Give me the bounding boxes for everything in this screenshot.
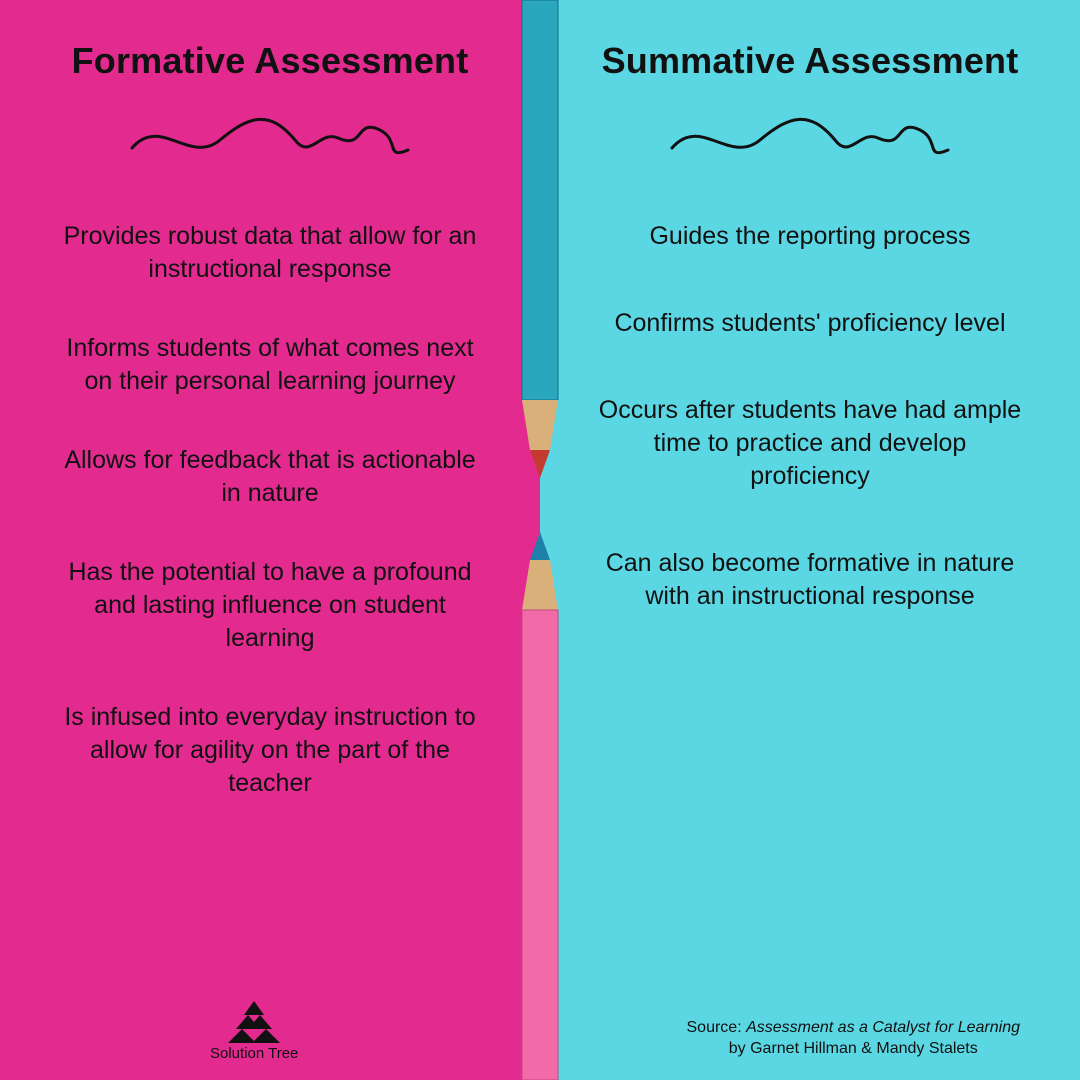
- right-point: Occurs after students have had ample tim…: [595, 394, 1025, 493]
- solution-tree-logo: Solution Tree: [210, 1001, 298, 1062]
- right-point: Can also become formative in nature with…: [595, 547, 1025, 613]
- left-point: Provides robust data that allow for an i…: [55, 220, 485, 286]
- infographic-canvas: Formative Assessment Provides robust dat…: [0, 0, 1080, 1080]
- right-points: Guides the reporting process Confirms st…: [585, 220, 1035, 667]
- source-prefix: Source:: [687, 1019, 747, 1036]
- source-book: Assessment as a Catalyst for Learning: [746, 1019, 1020, 1036]
- source-authors: by Garnet Hillman & Mandy Stalets: [729, 1040, 978, 1057]
- logo-label: Solution Tree: [210, 1045, 298, 1062]
- left-title: Formative Assessment: [72, 40, 469, 82]
- left-point: Allows for feedback that is actionable i…: [55, 444, 485, 510]
- tree-icon: [224, 1001, 284, 1043]
- source-citation: Source: Assessment as a Catalyst for Lea…: [687, 1017, 1021, 1060]
- left-point: Has the potential to have a profound and…: [55, 556, 485, 655]
- left-points: Provides robust data that allow for an i…: [45, 220, 495, 846]
- squiggle-icon: [120, 110, 420, 170]
- squiggle-icon: [660, 110, 960, 170]
- left-point: Informs students of what comes next on t…: [55, 332, 485, 398]
- right-point: Guides the reporting process: [649, 220, 970, 253]
- right-point: Confirms students' proficiency level: [614, 307, 1005, 340]
- right-panel: Summative Assessment Guides the reportin…: [540, 0, 1080, 1080]
- left-panel: Formative Assessment Provides robust dat…: [0, 0, 540, 1080]
- left-point: Is infused into everyday instruction to …: [55, 701, 485, 800]
- right-title: Summative Assessment: [602, 40, 1019, 82]
